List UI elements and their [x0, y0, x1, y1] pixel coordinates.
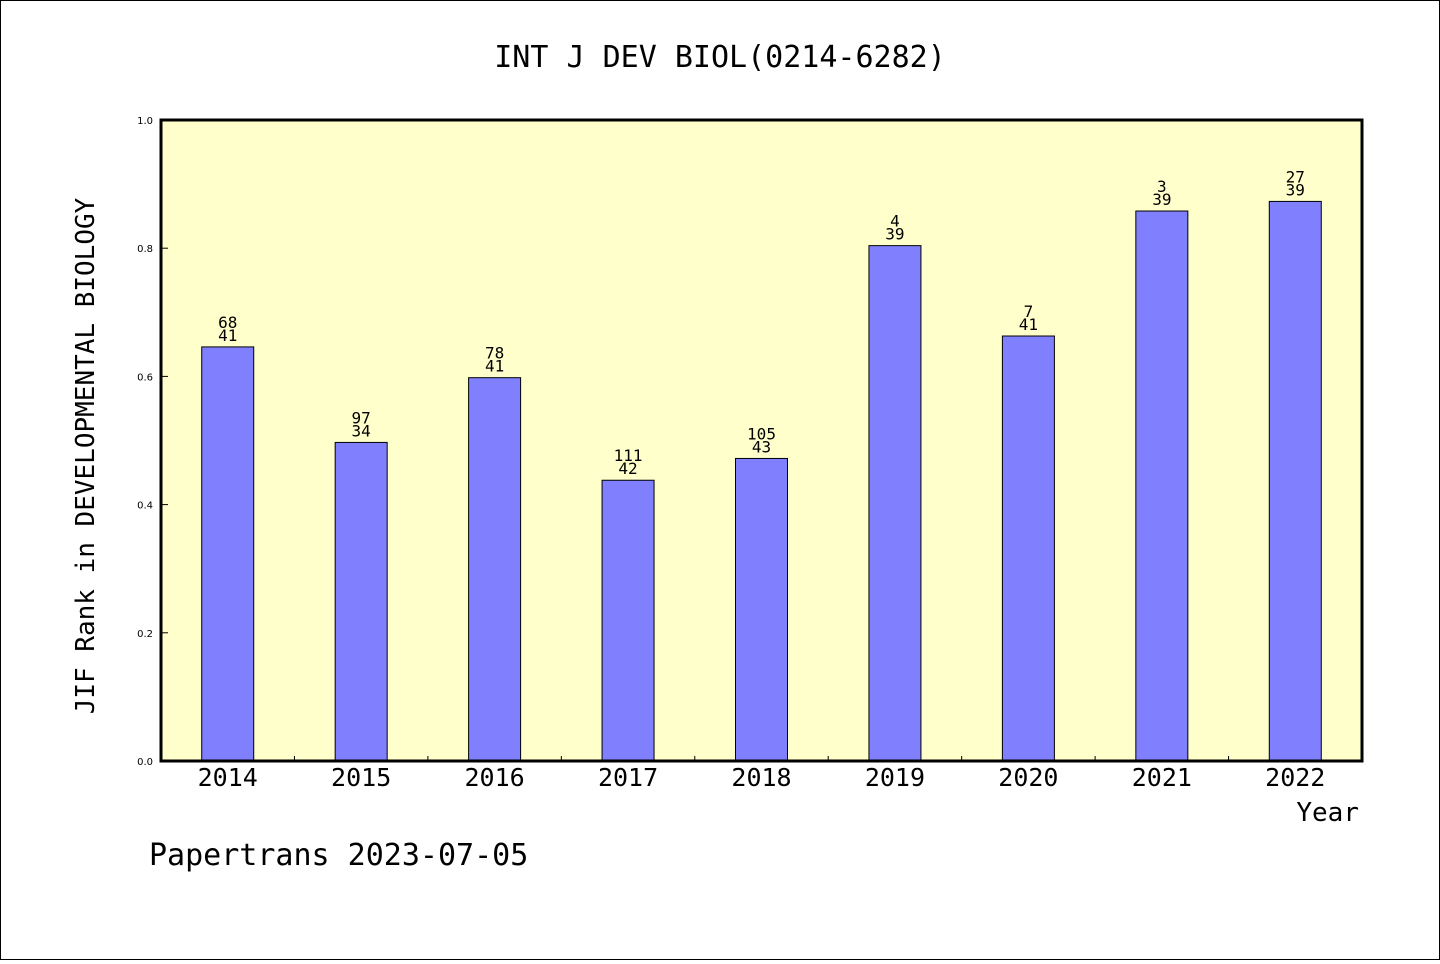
- bar-label-rank: 3: [1157, 177, 1167, 196]
- x-axis-label: Year: [1296, 798, 1359, 828]
- bar-2022: [1268, 200, 1322, 762]
- x-tick-label: 2020: [998, 763, 1058, 792]
- bar-series: [201, 200, 1322, 762]
- x-tick-label: 2017: [598, 763, 658, 792]
- bar-label-rank: 27: [1286, 167, 1305, 186]
- bar-label-total: 39: [1152, 190, 1171, 209]
- y-tick-label: 0.6: [137, 372, 153, 383]
- x-tick-label: 2018: [731, 763, 791, 792]
- bar-label-rank: 7: [1024, 302, 1034, 321]
- bar-label-total: 39: [885, 225, 904, 244]
- plot-frame: [159, 118, 1364, 763]
- bar-2016: [468, 377, 522, 762]
- x-tick-label: 2019: [865, 763, 925, 792]
- bar-2021: [1135, 210, 1189, 762]
- bar-label-total: 41: [1019, 315, 1038, 334]
- chart-title: INT J DEV BIOL(0214-6282): [494, 40, 946, 75]
- x-tick-label: 2014: [198, 763, 258, 792]
- bar-2018: [735, 457, 788, 762]
- bar-label-total: 34: [352, 421, 371, 440]
- bar-label-rank: 78: [485, 344, 504, 363]
- y-tick-label: 0.2: [137, 629, 153, 640]
- x-tick-label: 2016: [465, 763, 525, 792]
- bar-2015: [334, 441, 388, 762]
- bar-label-rank: 97: [352, 408, 371, 427]
- bar-2017: [601, 479, 655, 762]
- bar-label-total: 43: [752, 437, 771, 456]
- x-axis: 2014 2015 2016 2017 2018 2019 2020 2021 2022: [198, 756, 1325, 792]
- bar-label-total: 42: [618, 459, 637, 478]
- bar-label-rank: 4: [890, 212, 900, 231]
- bar-label-total: 41: [485, 357, 504, 376]
- bar-label-rank: 105: [747, 424, 776, 443]
- x-tick-label: 2021: [1132, 763, 1192, 792]
- bar-label-total: 41: [218, 326, 237, 345]
- y-axis-label: JIF Rank in DEVELOPMENTAL BIOLOGY: [71, 197, 101, 714]
- y-tick-label: 0.4: [137, 501, 153, 512]
- bar-2019: [868, 245, 922, 762]
- bar-2020: [1001, 335, 1055, 762]
- y-tick-label: 0.8: [137, 244, 153, 255]
- x-tick-label: 2015: [331, 763, 391, 792]
- footer-credit: Papertrans 2023-07-05: [149, 838, 528, 873]
- bar-2014: [201, 346, 255, 762]
- bar-label-total: 39: [1286, 180, 1305, 199]
- y-tick-label: 0.0: [137, 757, 153, 768]
- x-tick-label: 2022: [1265, 763, 1325, 792]
- bar-label-rank: 68: [218, 313, 237, 332]
- bar-label-rank: 111: [614, 446, 643, 465]
- y-tick-label: 1.0: [137, 116, 153, 127]
